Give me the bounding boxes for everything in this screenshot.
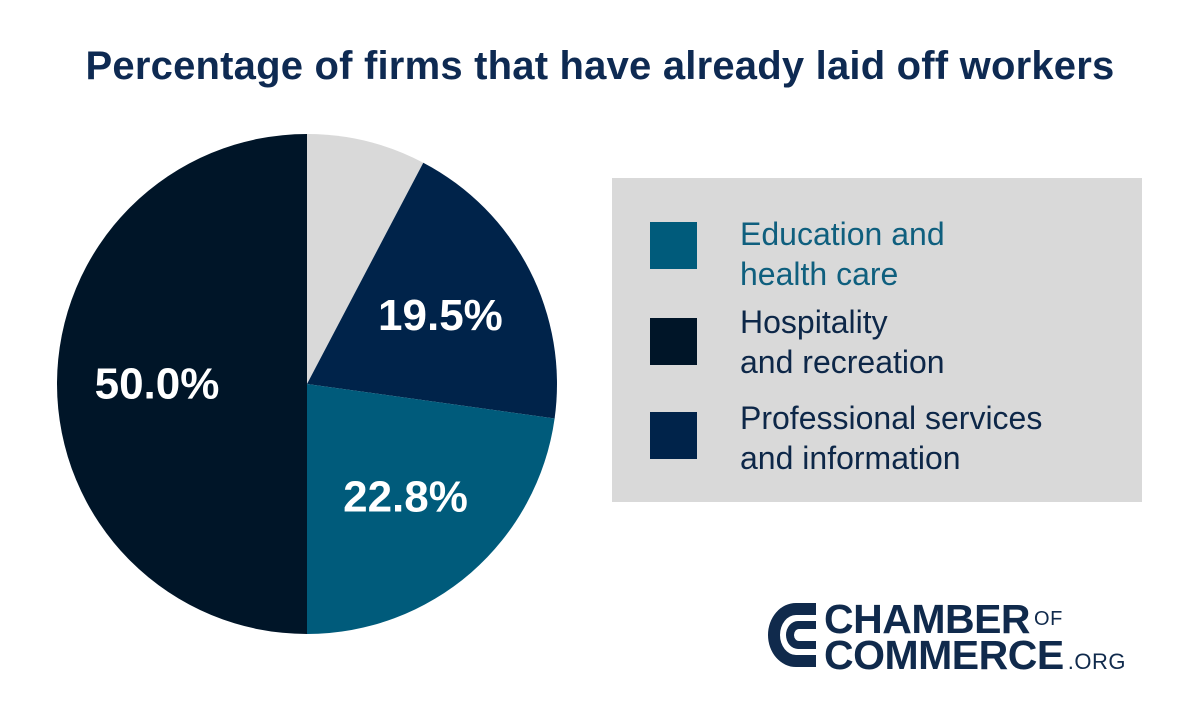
pie-slice-hospitality-and-recreation xyxy=(57,134,307,634)
legend-swatch-professional xyxy=(650,412,697,459)
legend-label-education: Education and health care xyxy=(740,216,945,292)
legend-swatch-education xyxy=(650,222,697,269)
legend: Education and health care Hospitality an… xyxy=(612,178,1142,502)
pie-chart: 19.5% 22.8% 50.0% xyxy=(57,134,557,634)
logo-line-commerce: COMMERCE .ORG xyxy=(824,632,1125,682)
pie-slice-other xyxy=(307,134,424,384)
legend-swatch-hospitality xyxy=(650,318,697,365)
legend-label-professional: Professional services and information xyxy=(740,400,1043,476)
logo-text-chamber: CHAMBER xyxy=(824,596,1031,642)
logo-line-chamber: CHAMBER OF xyxy=(824,596,1062,647)
logo-text-commerce: COMMERCE xyxy=(824,632,1064,678)
logo-text-of: OF xyxy=(1034,608,1063,630)
slice-label: 50.0% xyxy=(95,360,220,409)
chart-title: Percentage of firms that have already la… xyxy=(85,44,1115,88)
chamber-of-commerce-logo: CHAMBER OF COMMERCE .ORG xyxy=(762,597,1162,677)
pie-slice-professional-services-and-information xyxy=(307,162,557,419)
legend-label-hospitality: Hospitality and recreation xyxy=(740,304,945,380)
slice-label: 19.5% xyxy=(378,291,503,340)
slice-label: 22.8% xyxy=(343,473,468,522)
logo-text-org: .ORG xyxy=(1067,649,1126,674)
pie-slice-education-and-health-care xyxy=(307,384,555,634)
logo-mark-icon xyxy=(768,603,816,667)
